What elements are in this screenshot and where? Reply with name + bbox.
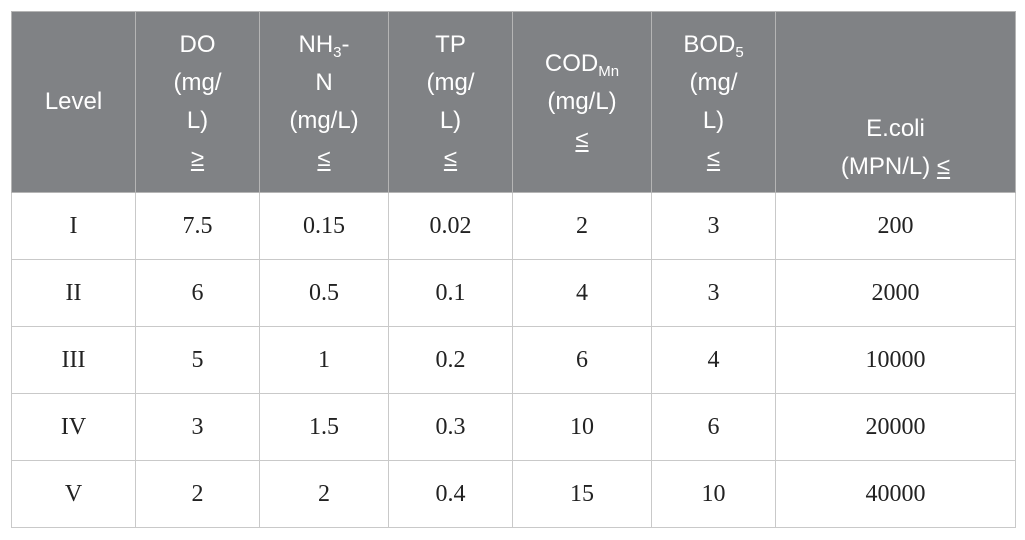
header-nh3n: NH3- N (mg/L) ≤ [259,11,389,193]
cell-level: V [11,460,136,528]
table-body: I 7.5 0.15 0.02 2 3 200 II 6 0.5 0.1 4 3… [11,192,1016,528]
header-nh3n-main: NH [298,31,334,58]
cell-tp: 0.2 [388,326,513,394]
header-bod5-subscript: 5 [735,44,744,61]
header-codmn: CODMn (mg/L) ≤ [512,11,652,193]
cell-codmn: 10 [512,393,652,461]
cell-ecoli: 200 [775,192,1016,260]
header-codmn-comparator: ≤ [575,126,589,153]
header-codmn-main: COD [544,50,599,77]
header-codmn-unit: (mg/L) [547,88,617,115]
cell-tp: 0.02 [388,192,513,260]
header-do-unit-1: (mg/ [173,69,222,96]
header-nh3n-comparator: ≤ [317,145,331,172]
cell-nh3n: 0.5 [259,259,389,327]
header-tp-unit-2: L) [439,107,462,134]
table-row: II 6 0.5 0.1 4 3 2000 [11,259,1016,327]
header-do: DO (mg/ L) ≥ [135,11,260,193]
cell-do: 3 [135,393,260,461]
header-codmn-subscript: Mn [598,63,620,80]
cell-codmn: 2 [512,192,652,260]
header-do-comparator: ≥ [190,145,205,172]
header-bod5-name: BOD5 [652,26,775,64]
header-bod5-unit-1: (mg/ [689,69,738,96]
cell-tp: 0.3 [388,393,513,461]
header-nh3n-subscript: 3 [333,44,342,61]
cell-level: III [11,326,136,394]
cell-nh3n: 2 [259,460,389,528]
cell-nh3n: 1 [259,326,389,394]
header-do-name: DO [179,31,216,58]
cell-do: 5 [135,326,260,394]
header-ecoli-comparator: ≤ [936,153,951,180]
header-nh3n-name-2: N [315,69,333,96]
cell-tp: 0.4 [388,460,513,528]
cell-do: 2 [135,460,260,528]
water-quality-table: Level DO (mg/ L) ≥ NH3- N (mg/L) ≤ TP (m… [11,11,1016,528]
header-codmn-name: CODMn [513,45,651,83]
cell-bod5: 3 [651,192,776,260]
header-nh3n-name: NH3- [260,26,388,64]
header-do-unit-2: L) [186,107,209,134]
cell-bod5: 4 [651,326,776,394]
cell-ecoli: 2000 [775,259,1016,327]
cell-level: II [11,259,136,327]
header-nh3n-suffix: - [341,31,350,58]
cell-level: I [11,192,136,260]
table-row: I 7.5 0.15 0.02 2 3 200 [11,192,1016,260]
header-level: Level [11,11,136,193]
header-tp-comparator: ≤ [443,145,458,172]
cell-nh3n: 1.5 [259,393,389,461]
table-row: III 5 1 0.2 6 4 10000 [11,326,1016,394]
cell-ecoli: 40000 [775,460,1016,528]
header-row: Level DO (mg/ L) ≥ NH3- N (mg/L) ≤ TP (m… [11,11,1016,193]
cell-codmn: 15 [512,460,652,528]
table-row: V 2 2 0.4 15 10 40000 [11,460,1016,528]
cell-codmn: 6 [512,326,652,394]
cell-codmn: 4 [512,259,652,327]
cell-do: 7.5 [135,192,260,260]
cell-do: 6 [135,259,260,327]
header-ecoli-unit: (MPN/L) [840,153,931,180]
cell-nh3n: 0.15 [259,192,389,260]
cell-bod5: 3 [651,259,776,327]
cell-level: IV [11,393,136,461]
header-tp: TP (mg/ L) ≤ [388,11,513,193]
table-row: IV 3 1.5 0.3 10 6 20000 [11,393,1016,461]
header-nh3n-unit: (mg/L) [289,107,359,134]
header-bod5-unit-2: L) [702,107,725,134]
cell-bod5: 6 [651,393,776,461]
cell-tp: 0.1 [388,259,513,327]
header-level-label: Level [44,88,103,115]
cell-ecoli: 20000 [775,393,1016,461]
header-bod5-main: BOD [683,31,736,58]
header-bod5-comparator: ≤ [706,145,721,172]
header-tp-name: TP [435,31,466,58]
header-ecoli-unit-line: (MPN/L) ≤ [776,148,1015,186]
table-header: Level DO (mg/ L) ≥ NH3- N (mg/L) ≤ TP (m… [11,11,1016,193]
header-ecoli-name: E.coli [866,115,925,142]
cell-bod5: 10 [651,460,776,528]
header-bod5: BOD5 (mg/ L) ≤ [651,11,776,193]
cell-ecoli: 10000 [775,326,1016,394]
header-tp-unit-1: (mg/ [426,69,475,96]
header-ecoli: E.coli (MPN/L) ≤ [775,11,1016,193]
